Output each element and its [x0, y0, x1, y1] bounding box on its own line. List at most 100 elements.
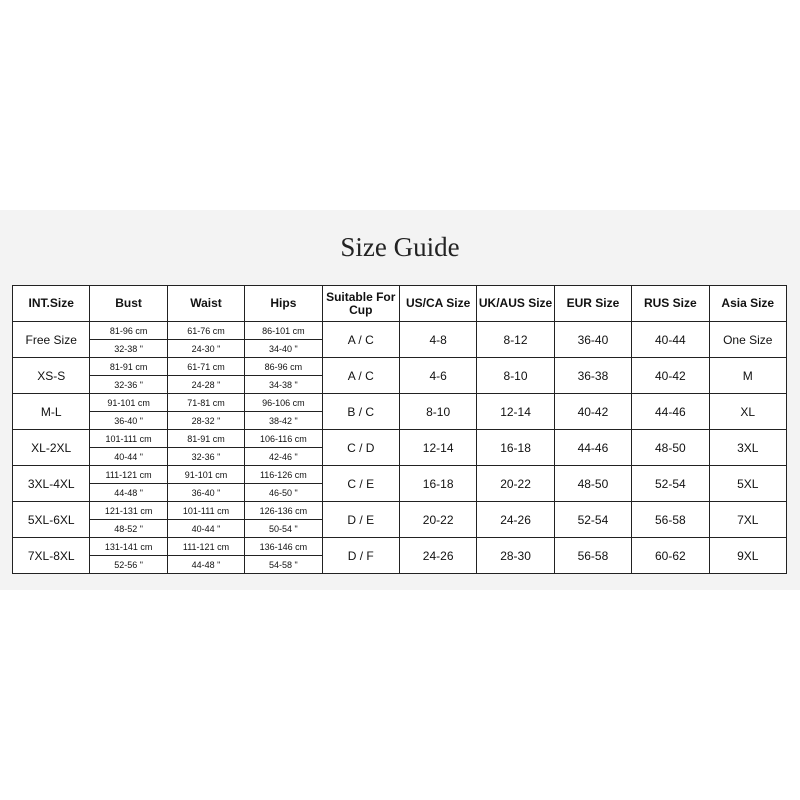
asia-cell: 7XL: [708, 501, 788, 538]
rus-cell: 60-62: [631, 537, 710, 574]
cup-cell: C / E: [321, 465, 400, 502]
column-header: Suitable For Cup: [321, 285, 400, 322]
table-row: 5XL-6XL 121-131 cm 101-111 cm 126-136 cm D /…: [11, 501, 788, 538]
asia-cell: M: [708, 357, 788, 394]
hips-inch-cell: 34-40 ": [244, 339, 323, 358]
cup-cell: B / C: [321, 393, 400, 430]
uk-cell: 20-22: [476, 465, 555, 502]
cup-cell: D / F: [321, 537, 400, 574]
waist-cm-cell: 71-81 cm: [166, 393, 246, 412]
waist-inch-cell: 44-48 ": [166, 555, 246, 574]
table-row: M-L 91-101 cm 71-81 cm 96-106 cm B / C 8-10 12…: [11, 393, 788, 430]
hips-inch-cell: 46-50 ": [244, 483, 323, 502]
hips-cm-cell: 96-106 cm: [244, 393, 323, 412]
uk-cell: 28-30: [476, 537, 555, 574]
asia-cell: 9XL: [708, 537, 788, 574]
rus-cell: 52-54: [631, 465, 710, 502]
size-cell: 5XL-6XL: [11, 501, 91, 538]
bust-cm-cell: 101-111 cm: [89, 429, 168, 448]
hips-inch-cell: 50-54 ": [244, 519, 323, 538]
bust-inch-cell: 32-38 ": [89, 339, 168, 358]
hips-cm-cell: 106-116 cm: [244, 429, 323, 448]
hips-inch-cell: 38-42 ": [244, 411, 323, 430]
hips-cm-cell: 86-101 cm: [244, 321, 323, 340]
column-header: Asia Size: [708, 285, 788, 322]
waist-cm-cell: 61-71 cm: [166, 357, 246, 376]
waist-inch-cell: 40-44 ": [166, 519, 246, 538]
asia-cell: One Size: [708, 321, 788, 358]
uk-cell: 16-18: [476, 429, 555, 466]
eur-cell: 56-58: [553, 537, 633, 574]
rus-cell: 40-42: [631, 357, 710, 394]
uk-cell: 24-26: [476, 501, 555, 538]
hips-cm-cell: 136-146 cm: [244, 537, 323, 556]
uk-cell: 8-12: [476, 321, 555, 358]
hips-inch-cell: 42-46 ": [244, 447, 323, 466]
table-row: 3XL-4XL 111-121 cm 91-101 cm 116-126 cm C / …: [11, 465, 788, 502]
bust-cm-cell: 91-101 cm: [89, 393, 168, 412]
waist-cm-cell: 91-101 cm: [166, 465, 246, 484]
column-header: RUS Size: [631, 285, 710, 322]
size-cell: Free Size: [11, 321, 91, 358]
column-header: INT.Size: [11, 285, 91, 322]
uk-cell: 12-14: [476, 393, 555, 430]
hips-inch-cell: 34-38 ": [244, 375, 323, 394]
waist-inch-cell: 24-28 ": [166, 375, 246, 394]
size-cell: 3XL-4XL: [11, 465, 91, 502]
column-header: Bust: [89, 285, 168, 322]
bust-inch-cell: 40-44 ": [89, 447, 168, 466]
table-row: 7XL-8XL 131-141 cm 111-121 cm 136-146 cm D /…: [11, 537, 788, 574]
cup-cell: C / D: [321, 429, 400, 466]
waist-inch-cell: 32-36 ": [166, 447, 246, 466]
uk-cell: 8-10: [476, 357, 555, 394]
bust-cm-cell: 111-121 cm: [89, 465, 168, 484]
column-header: Hips: [244, 285, 323, 322]
eur-cell: 52-54: [553, 501, 633, 538]
waist-inch-cell: 24-30 ": [166, 339, 246, 358]
size-cell: XL-2XL: [11, 429, 91, 466]
table-row: XS-S 81-91 cm 61-71 cm 86-96 cm A / C 4-6 8-10…: [11, 357, 788, 394]
us-cell: 4-6: [398, 357, 478, 394]
column-header: US/CA Size: [398, 285, 478, 322]
size-guide-table: INT.Size Bust Waist Hips Suitable For Cup US/…: [11, 285, 788, 574]
rus-cell: 44-46: [631, 393, 710, 430]
table-row-inches: 52-56 " 44-48 " 54-58 ": [13, 555, 787, 574]
column-header: EUR Size: [553, 285, 633, 322]
us-cell: 8-10: [398, 393, 478, 430]
eur-cell: 40-42: [553, 393, 633, 430]
eur-cell: 36-38: [553, 357, 633, 394]
asia-cell: 3XL: [708, 429, 788, 466]
waist-cm-cell: 111-121 cm: [166, 537, 246, 556]
eur-cell: 44-46: [553, 429, 633, 466]
hips-cm-cell: 86-96 cm: [244, 357, 323, 376]
waist-inch-cell: 36-40 ": [166, 483, 246, 502]
asia-cell: XL: [708, 393, 788, 430]
bust-inch-cell: 32-36 ": [89, 375, 168, 394]
bust-inch-cell: 44-48 ": [89, 483, 168, 502]
waist-cm-cell: 61-76 cm: [166, 321, 246, 340]
size-cell: M-L: [11, 393, 91, 430]
bust-cm-cell: 81-96 cm: [89, 321, 168, 340]
eur-cell: 36-40: [553, 321, 633, 358]
hips-cm-cell: 126-136 cm: [244, 501, 323, 520]
bust-inch-cell: 52-56 ": [89, 555, 168, 574]
cup-cell: A / C: [321, 321, 400, 358]
bust-cm-cell: 131-141 cm: [89, 537, 168, 556]
column-header: Waist: [166, 285, 246, 322]
us-cell: 20-22: [398, 501, 478, 538]
table-row-inches: 48-52 " 40-44 " 50-54 ": [13, 519, 787, 538]
bust-cm-cell: 121-131 cm: [89, 501, 168, 520]
waist-cm-cell: 101-111 cm: [166, 501, 246, 520]
bust-inch-cell: 36-40 ": [89, 411, 168, 430]
table-row-inches: 40-44 " 32-36 " 42-46 ": [13, 447, 787, 466]
bust-cm-cell: 81-91 cm: [89, 357, 168, 376]
waist-cm-cell: 81-91 cm: [166, 429, 246, 448]
hips-cm-cell: 116-126 cm: [244, 465, 323, 484]
waist-inch-cell: 28-32 ": [166, 411, 246, 430]
asia-cell: 5XL: [708, 465, 788, 502]
cup-cell: A / C: [321, 357, 400, 394]
us-cell: 12-14: [398, 429, 478, 466]
eur-cell: 48-50: [553, 465, 633, 502]
